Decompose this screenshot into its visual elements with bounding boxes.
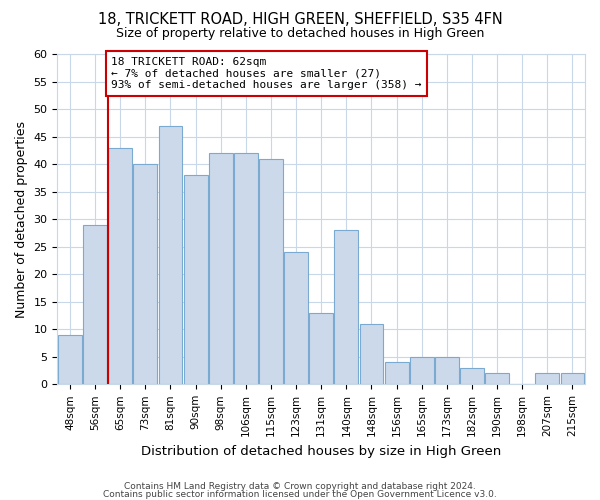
Bar — [234, 153, 258, 384]
Bar — [410, 357, 434, 384]
X-axis label: Distribution of detached houses by size in High Green: Distribution of detached houses by size … — [141, 444, 502, 458]
Bar — [309, 313, 333, 384]
Bar — [83, 224, 107, 384]
Bar — [435, 357, 459, 384]
Bar — [158, 126, 182, 384]
Bar — [58, 335, 82, 384]
Bar — [385, 362, 409, 384]
Bar — [460, 368, 484, 384]
Text: Contains HM Land Registry data © Crown copyright and database right 2024.: Contains HM Land Registry data © Crown c… — [124, 482, 476, 491]
Text: 18 TRICKETT ROAD: 62sqm
← 7% of detached houses are smaller (27)
93% of semi-det: 18 TRICKETT ROAD: 62sqm ← 7% of detached… — [112, 57, 422, 90]
Bar — [209, 153, 233, 384]
Bar — [133, 164, 157, 384]
Bar — [284, 252, 308, 384]
Bar — [485, 374, 509, 384]
Bar — [535, 374, 559, 384]
Bar — [359, 324, 383, 384]
Bar — [560, 374, 584, 384]
Bar — [259, 158, 283, 384]
Text: 18, TRICKETT ROAD, HIGH GREEN, SHEFFIELD, S35 4FN: 18, TRICKETT ROAD, HIGH GREEN, SHEFFIELD… — [98, 12, 502, 28]
Y-axis label: Number of detached properties: Number of detached properties — [15, 120, 28, 318]
Bar — [108, 148, 132, 384]
Text: Contains public sector information licensed under the Open Government Licence v3: Contains public sector information licen… — [103, 490, 497, 499]
Bar — [334, 230, 358, 384]
Bar — [184, 175, 208, 384]
Text: Size of property relative to detached houses in High Green: Size of property relative to detached ho… — [116, 28, 484, 40]
